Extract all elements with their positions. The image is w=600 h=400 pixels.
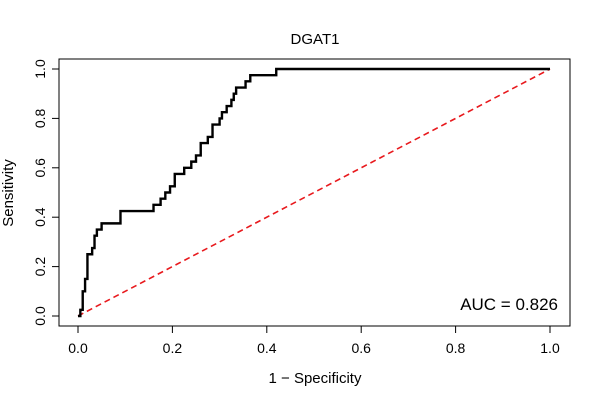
chart-title: DGAT1: [291, 31, 340, 48]
y-tick-label: 1.0: [32, 59, 48, 79]
y-tick-label: 0.0: [32, 306, 48, 326]
x-tick-label: 0.4: [257, 340, 277, 356]
x-tick-label: 0.6: [351, 340, 371, 356]
roc-curve-line: [78, 67, 550, 318]
x-axis: 0.0 0.2 0.4 0.6 0.8 1.0: [68, 326, 560, 356]
series-layer: [77, 67, 551, 318]
auc-annotation: AUC = 0.826: [460, 295, 558, 314]
x-tick-label: 0.2: [163, 340, 183, 356]
reference-diagonal-line: [77, 68, 551, 317]
y-tick-label: 0.2: [32, 257, 48, 277]
x-tick-label: 1.0: [540, 340, 560, 356]
x-axis-label: 1 − Specificity: [269, 370, 362, 387]
plot-frame: [58, 58, 571, 327]
y-tick-label: 0.8: [32, 108, 48, 128]
x-tick-label: 0.8: [446, 340, 466, 356]
y-tick-label: 0.6: [32, 158, 48, 178]
x-tick-label: 0.0: [68, 340, 88, 356]
y-axis-label: Sensitivity: [0, 159, 17, 227]
y-tick-label: 0.4: [32, 207, 48, 227]
y-axis: 0.0 0.2 0.4 0.6 0.8 1.0: [32, 59, 59, 326]
